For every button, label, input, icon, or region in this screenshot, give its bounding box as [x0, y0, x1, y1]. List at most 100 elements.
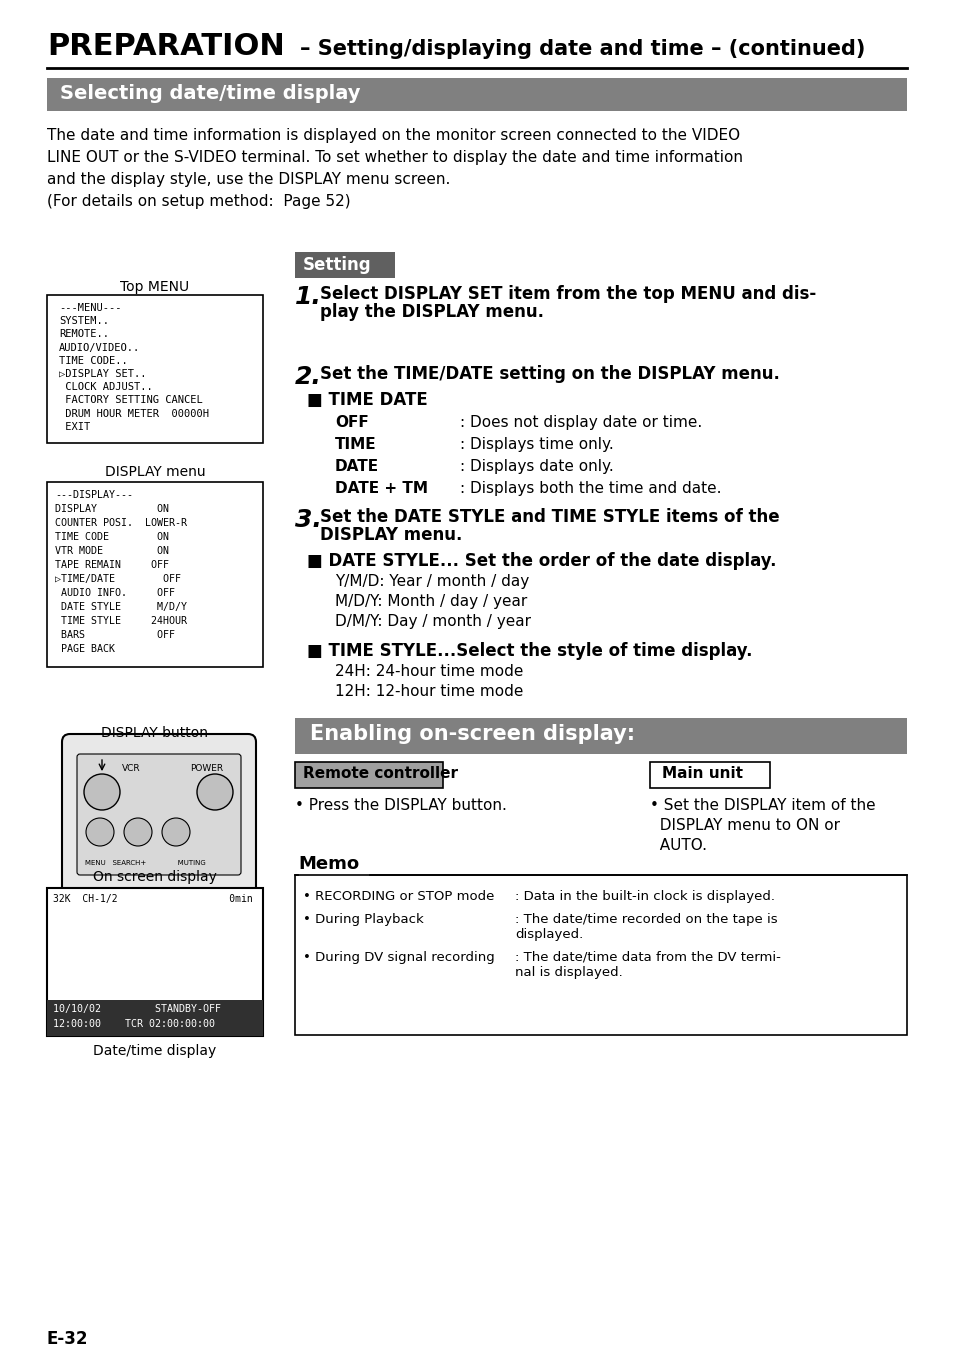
Text: : The date/time recorded on the tape is: : The date/time recorded on the tape is	[515, 913, 777, 926]
Bar	[47, 295, 263, 443]
Text: CLOCK ADJUST..: CLOCK ADJUST..	[59, 383, 152, 392]
Text: REMOTE..: REMOTE..	[59, 330, 109, 339]
Text: ---DISPLAY---: ---DISPLAY---	[55, 489, 132, 500]
Text: : Displays both the time and date.: : Displays both the time and date.	[459, 481, 720, 496]
Text: 24H: 24-hour time mode: 24H: 24-hour time mode	[335, 664, 523, 679]
Text: 3.: 3.	[294, 508, 321, 531]
Text: AUDIO/VIDEO..: AUDIO/VIDEO..	[59, 342, 140, 353]
Text: VTR MODE         ON: VTR MODE ON	[55, 546, 169, 556]
Text: • Set the DISPLAY item of the: • Set the DISPLAY item of the	[649, 798, 875, 813]
Text: PAGE BACK: PAGE BACK	[55, 644, 115, 654]
Text: 10/10/02         STANDBY-OFF: 10/10/02 STANDBY-OFF	[53, 1005, 221, 1014]
Bar	[47, 888, 263, 1036]
Text: 32K  CH-1/2                   0min: 32K CH-1/2 0min	[53, 894, 253, 904]
Text: : Data in the built-in clock is displayed.: : Data in the built-in clock is displaye…	[515, 890, 774, 903]
Text: : Does not display date or time.: : Does not display date or time.	[459, 415, 701, 430]
Text: ■ TIME DATE: ■ TIME DATE	[307, 391, 427, 410]
FancyBboxPatch shape	[62, 734, 255, 895]
Text: FACTORY SETTING CANCEL: FACTORY SETTING CANCEL	[59, 395, 203, 406]
Text: TAPE REMAIN     OFF: TAPE REMAIN OFF	[55, 560, 169, 571]
Text: Main unit: Main unit	[661, 767, 742, 781]
Text: Top MENU: Top MENU	[120, 280, 190, 293]
Text: DRUM HOUR METER  00000H: DRUM HOUR METER 00000H	[59, 408, 209, 419]
Text: SYSTEM..: SYSTEM..	[59, 316, 109, 326]
Text: displayed.: displayed.	[515, 927, 582, 941]
Text: TIME CODE        ON: TIME CODE ON	[55, 531, 169, 542]
Text: 12:00:00    TCR 02:00:00:00: 12:00:00 TCR 02:00:00:00	[53, 1019, 214, 1029]
Circle shape	[86, 818, 113, 846]
Text: nal is displayed.: nal is displayed.	[515, 965, 622, 979]
Text: DISPLAY: DISPLAY	[92, 784, 118, 790]
Text: STILL
MODE: STILL MODE	[128, 825, 144, 836]
Text: 2.: 2.	[294, 365, 321, 389]
Bar	[294, 875, 906, 1036]
Text: BARS            OFF: BARS OFF	[55, 630, 174, 639]
Text: Set the DATE STYLE and TIME STYLE items of the: Set the DATE STYLE and TIME STYLE items …	[319, 508, 779, 526]
Text: BLANK: BLANK	[166, 825, 184, 830]
Text: Remote controller: Remote controller	[303, 767, 457, 781]
Text: (For details on setup method:  Page 52): (For details on setup method: Page 52)	[47, 193, 351, 210]
Text: ■ DATE STYLE... Set the order of the date display.: ■ DATE STYLE... Set the order of the dat…	[307, 552, 776, 571]
Text: COUNTER POSI.  LOWER-R: COUNTER POSI. LOWER-R	[55, 518, 187, 529]
Text: and the display style, use the DISPLAY menu screen.: and the display style, use the DISPLAY m…	[47, 172, 450, 187]
Text: ■ TIME STYLE...Select the style of time display.: ■ TIME STYLE...Select the style of time …	[307, 642, 752, 660]
Text: Set the TIME/DATE setting on the DISPLAY menu.: Set the TIME/DATE setting on the DISPLAY…	[319, 365, 779, 383]
Text: Y/M/D: Year / month / day: Y/M/D: Year / month / day	[335, 575, 529, 589]
Text: Enabling on-screen display:: Enabling on-screen display:	[310, 725, 635, 744]
Bar	[47, 1000, 263, 1036]
Circle shape	[196, 773, 233, 810]
Text: – Setting/displaying date and time – (continued): – Setting/displaying date and time – (co…	[299, 39, 864, 59]
Text: : Displays time only.: : Displays time only.	[459, 437, 613, 452]
Text: Select DISPLAY SET item from the top MENU and dis-: Select DISPLAY SET item from the top MEN…	[319, 285, 816, 303]
Text: Date/time display: Date/time display	[93, 1044, 216, 1059]
Text: M/D/Y: Month / day / year: M/D/Y: Month / day / year	[335, 594, 527, 608]
Circle shape	[124, 818, 152, 846]
Text: The date and time information is displayed on the monitor screen connected to th: The date and time information is display…	[47, 128, 740, 143]
Text: VCR: VCR	[122, 764, 140, 773]
Text: ▷DISPLAY SET..: ▷DISPLAY SET..	[59, 369, 147, 379]
Text: MENU   SEARCH+              MUTING: MENU SEARCH+ MUTING	[85, 860, 206, 867]
Text: • Press the DISPLAY button.: • Press the DISPLAY button.	[294, 798, 506, 813]
Text: E-32: E-32	[47, 1330, 89, 1348]
Bar	[47, 78, 906, 111]
FancyBboxPatch shape	[77, 754, 241, 875]
Text: Selecting date/time display: Selecting date/time display	[60, 84, 360, 103]
Bar	[47, 483, 263, 667]
Bar	[649, 763, 769, 788]
Text: • During DV signal recording: • During DV signal recording	[303, 950, 495, 964]
Text: 1.: 1.	[294, 285, 321, 310]
Text: Setting: Setting	[303, 256, 372, 274]
Text: PREPARATION: PREPARATION	[47, 32, 284, 61]
Text: DISPLAY          ON: DISPLAY ON	[55, 504, 169, 514]
Text: AUDIO INFO.     OFF: AUDIO INFO. OFF	[55, 588, 174, 598]
Text: TIME STYLE     24HOUR: TIME STYLE 24HOUR	[55, 617, 187, 626]
Text: D/M/Y: Day / month / year: D/M/Y: Day / month / year	[335, 614, 531, 629]
Text: 12H: 12-hour time mode: 12H: 12-hour time mode	[335, 684, 523, 699]
Text: ▷TIME/DATE        OFF: ▷TIME/DATE OFF	[55, 575, 181, 584]
Text: POWER: POWER	[190, 764, 223, 773]
Text: TIME CODE..: TIME CODE..	[59, 356, 128, 366]
Text: DATE STYLE      M/D/Y: DATE STYLE M/D/Y	[55, 602, 187, 612]
Text: DISPLAY menu: DISPLAY menu	[105, 465, 205, 479]
Text: TIME: TIME	[335, 437, 376, 452]
Circle shape	[84, 773, 120, 810]
Text: LINE OUT or the S-VIDEO terminal. To set whether to display the date and time in: LINE OUT or the S-VIDEO terminal. To set…	[47, 150, 742, 165]
Text: • During Playback: • During Playback	[303, 913, 423, 926]
Text: BARS: BARS	[90, 825, 105, 830]
Text: DISPLAY menu.: DISPLAY menu.	[319, 526, 462, 544]
Text: DATE + TM: DATE + TM	[335, 481, 428, 496]
Text: DISPLAY menu to ON or: DISPLAY menu to ON or	[649, 818, 840, 833]
Text: play the DISPLAY menu.: play the DISPLAY menu.	[319, 303, 543, 320]
Text: EXIT: EXIT	[59, 422, 91, 431]
Text: DISPLAY button: DISPLAY button	[101, 726, 209, 740]
Bar	[294, 251, 395, 279]
Text: Memo: Memo	[297, 854, 358, 873]
Text: DATE: DATE	[335, 458, 378, 475]
Text: : The date/time data from the DV termi-: : The date/time data from the DV termi-	[515, 950, 781, 964]
Text: : Displays date only.: : Displays date only.	[459, 458, 613, 475]
Text: AUTO.: AUTO.	[649, 838, 706, 853]
Bar	[294, 718, 906, 754]
Text: On screen display: On screen display	[93, 869, 216, 884]
Text: • RECORDING or STOP mode: • RECORDING or STOP mode	[303, 890, 494, 903]
Text: OFF: OFF	[335, 415, 369, 430]
